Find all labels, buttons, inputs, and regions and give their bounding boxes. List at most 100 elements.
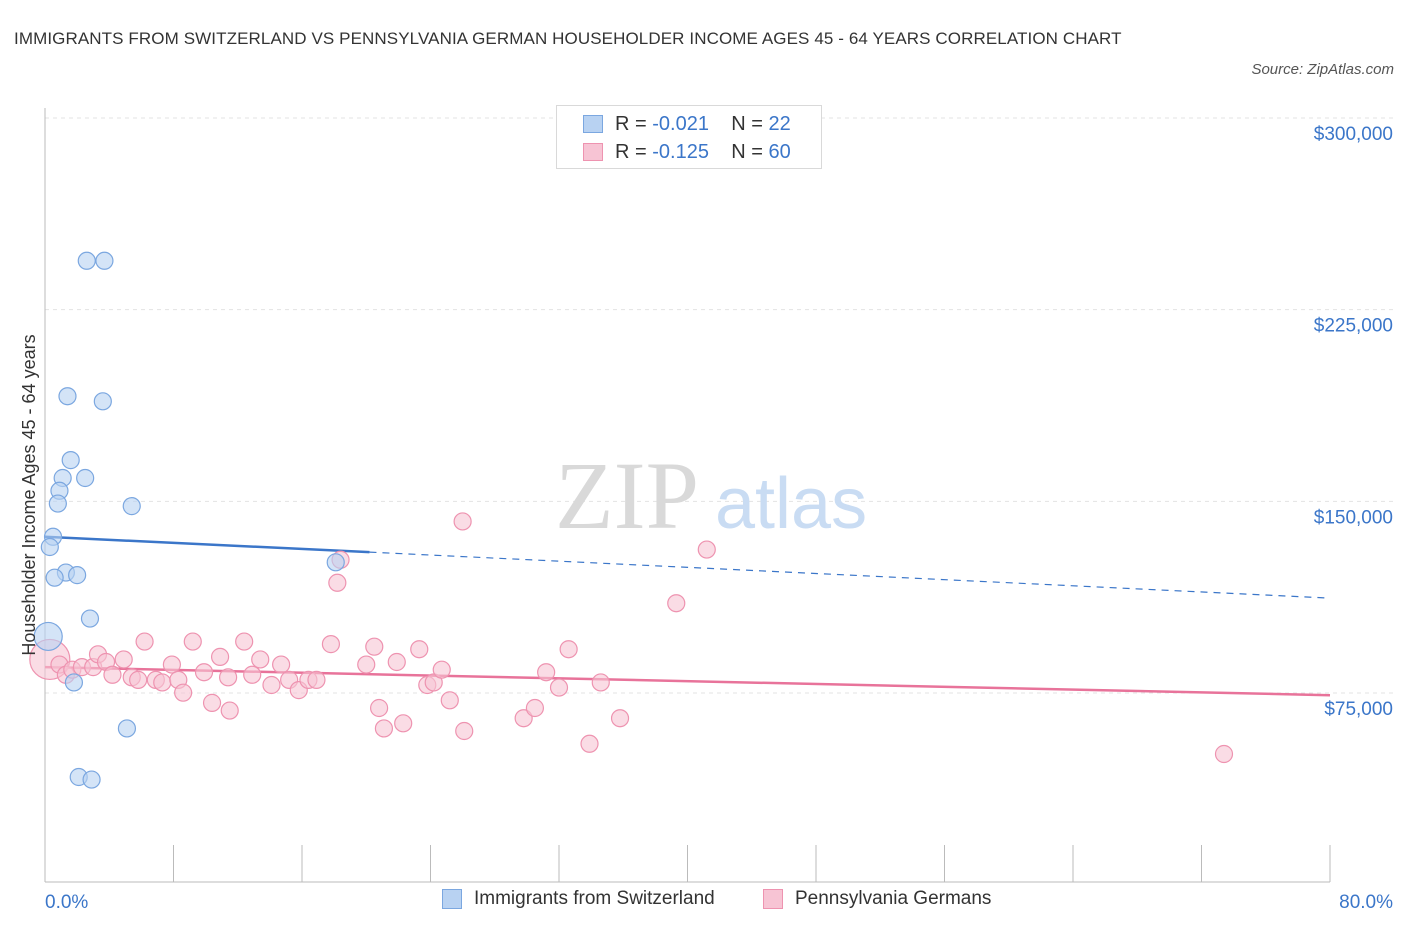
point-switzerland: [93, 392, 112, 411]
legend-n-label: N =: [731, 112, 769, 135]
point-pennsylvania: [202, 693, 222, 712]
point-switzerland: [48, 494, 67, 513]
point-pennsylvania: [453, 512, 472, 531]
legend: R = -0.021 N = 22 R = -0.125 N = 60: [556, 105, 822, 169]
y-tick-label: $75,000: [1324, 699, 1393, 720]
y-tick-label: $150,000: [1314, 507, 1393, 528]
x-tick-label: 0.0%: [45, 892, 88, 913]
point-switzerland: [95, 251, 114, 270]
bottom-legend-swatch-blue: [442, 889, 462, 909]
point-switzerland: [64, 673, 84, 692]
bottom-legend-swatch-pink: [763, 889, 783, 909]
chart-title: IMMIGRANTS FROM SWITZERLAND VS PENNSYLVA…: [14, 29, 1122, 48]
trend-line-pennsylvania: [44, 665, 1331, 697]
point-pennsylvania: [667, 594, 686, 613]
legend-row-pennsylvania: R = -0.125 N = 60: [583, 139, 791, 165]
bottom-legend-label: Immigrants from Switzerland: [474, 888, 715, 909]
point-pennsylvania: [559, 640, 578, 659]
x-tick-label: 80.0%: [1339, 892, 1393, 913]
legend-r-label: R =: [615, 140, 653, 163]
legend-r-value: -0.021: [652, 112, 709, 135]
point-pennsylvania: [183, 632, 202, 651]
y-axis-label: Householder Income Ages 45 - 64 years: [19, 334, 39, 655]
point-pennsylvania: [525, 698, 545, 718]
point-pennsylvania: [220, 701, 239, 720]
tick-labels: $75,000 $150,000 $225,000 $300,000 0.0% 80.0%: [45, 124, 1393, 913]
point-pennsylvania: [243, 665, 262, 684]
point-pennsylvania: [235, 632, 254, 651]
point-switzerland: [33, 621, 63, 652]
point-pennsylvania: [328, 573, 347, 592]
grid-lines: [45, 117, 1395, 694]
trend-line-switzerland-extension: [369, 551, 1331, 599]
y-tick-label: $225,000: [1314, 316, 1393, 337]
point-pennsylvania: [357, 655, 376, 674]
watermark-zip: ZIP: [555, 442, 699, 549]
point-switzerland: [61, 451, 80, 470]
point-pennsylvania: [114, 650, 133, 669]
point-pennsylvania: [410, 640, 429, 659]
point-switzerland: [58, 387, 77, 406]
point-pennsylvania: [591, 673, 610, 692]
watermark-atlas: atlas: [715, 464, 867, 544]
point-pennsylvania: [537, 663, 556, 682]
point-pennsylvania: [174, 683, 193, 702]
point-pennsylvania: [251, 650, 270, 669]
legend-r-value: -0.125: [652, 140, 709, 163]
trend-line-switzerland: [44, 535, 370, 554]
point-pennsylvania: [194, 663, 214, 682]
point-switzerland: [77, 251, 96, 270]
legend-n-label: N =: [731, 140, 769, 163]
bottom-legend: Immigrants from Switzerland Pennsylvania…: [0, 888, 1406, 916]
point-pennsylvania: [580, 734, 599, 753]
point-pennsylvania: [129, 670, 148, 689]
legend-n-value: 60: [768, 140, 791, 163]
point-pennsylvania: [394, 714, 413, 733]
point-pennsylvania: [514, 709, 533, 728]
point-switzerland: [45, 568, 64, 587]
bottom-legend-label: Pennsylvania Germans: [795, 888, 992, 909]
point-pennsylvania: [210, 647, 230, 666]
point-switzerland: [326, 553, 345, 572]
legend-n-value: 22: [768, 112, 791, 135]
point-pennsylvania: [135, 632, 154, 651]
legend-swatch-blue: [583, 115, 603, 133]
bottom-legend-pennsylvania: Pennsylvania Germans: [763, 888, 991, 910]
point-switzerland: [117, 719, 137, 738]
point-switzerland: [122, 497, 141, 516]
point-switzerland: [68, 566, 87, 585]
trend-lines: [44, 535, 1331, 697]
point-pennsylvania: [697, 540, 716, 559]
point-pennsylvania: [432, 660, 451, 679]
point-switzerland: [80, 609, 100, 628]
point-pennsylvania: [307, 670, 326, 689]
watermark: ZIP atlas: [555, 442, 867, 549]
point-pennsylvania: [610, 709, 630, 728]
axes: [44, 108, 1331, 883]
point-pennsylvania: [440, 691, 459, 710]
point-pennsylvania: [219, 668, 238, 687]
point-pennsylvania: [1214, 744, 1234, 764]
point-pennsylvania: [321, 635, 341, 654]
data-points: [29, 251, 1234, 789]
point-pennsylvania: [365, 637, 384, 656]
point-pennsylvania: [370, 698, 389, 718]
legend-r-label: R =: [615, 112, 653, 135]
point-switzerland: [76, 468, 95, 488]
legend-row-switzerland: R = -0.021 N = 22: [583, 111, 791, 137]
point-pennsylvania: [162, 655, 181, 674]
point-switzerland: [82, 770, 101, 789]
bottom-legend-switzerland: Immigrants from Switzerland: [442, 888, 715, 910]
point-pennsylvania: [455, 721, 474, 741]
y-tick-label: $300,000: [1314, 124, 1393, 145]
point-pennsylvania: [272, 655, 291, 674]
legend-swatch-pink: [583, 143, 603, 161]
point-pennsylvania: [387, 652, 406, 672]
point-pennsylvania: [374, 719, 394, 738]
source-label: Source: ZipAtlas.com: [1251, 61, 1394, 78]
point-pennsylvania: [103, 665, 122, 684]
point-pennsylvania: [549, 678, 569, 697]
point-pennsylvania: [262, 675, 281, 695]
point-switzerland: [40, 537, 59, 557]
